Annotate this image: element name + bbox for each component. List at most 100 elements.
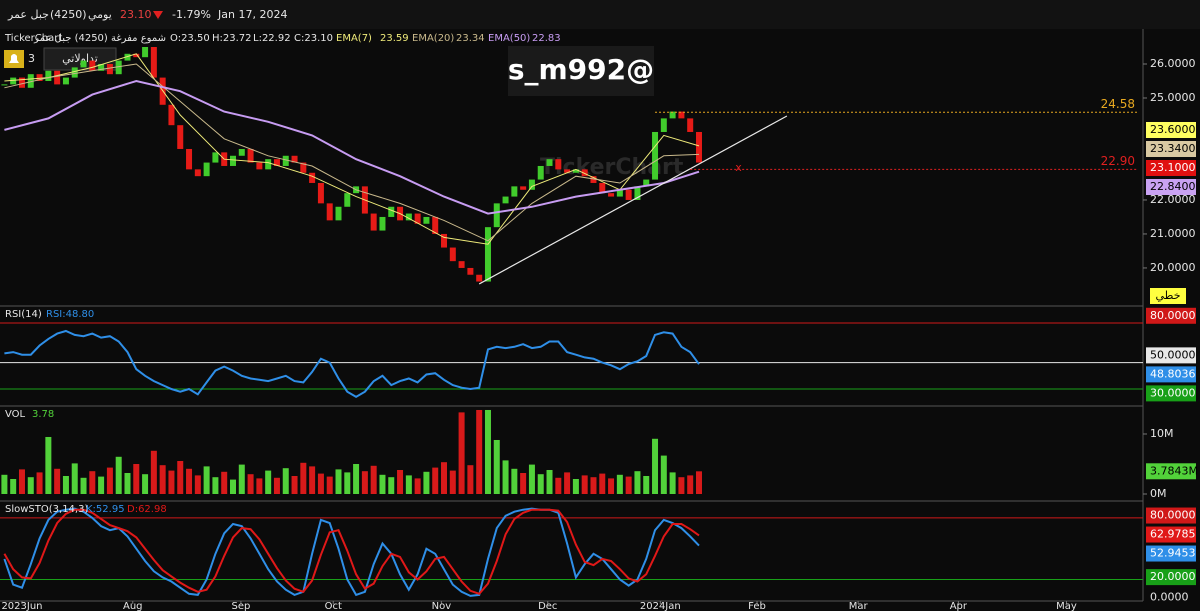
volume-bar: [370, 465, 377, 494]
candle: [379, 216, 386, 231]
candle: [54, 70, 61, 85]
volume-bar: [10, 478, 17, 494]
candle: [282, 155, 289, 166]
volume-bar: [317, 473, 324, 494]
x-tick-label: 2023Jun: [1, 601, 42, 611]
value-badge: [1146, 307, 1196, 324]
volume-bar: [194, 475, 201, 494]
volume-bar: [150, 450, 157, 494]
ohlc-open: O:23.50: [170, 33, 210, 44]
ohlc-low: L:22.92: [253, 33, 291, 44]
candle: [537, 165, 544, 180]
badge-label: 80.0000: [1150, 309, 1196, 322]
value-badge: [1146, 347, 1196, 364]
volume-bar: [502, 460, 509, 494]
ema-line: [4, 79, 700, 215]
candle: [317, 182, 324, 204]
panel-value: K:52.95: [86, 504, 125, 515]
volume-bar: [555, 477, 562, 494]
date: Jan 17, 2024: [217, 8, 287, 21]
candle: [273, 159, 280, 166]
candle: [150, 46, 157, 78]
candle: [414, 213, 421, 224]
scale-label: خطي: [1156, 289, 1181, 302]
candle: [599, 182, 606, 194]
panel-title: SlowSTO(3,14,3): [5, 504, 88, 515]
volume-bar: [520, 472, 527, 494]
x-tick-label: Mar: [849, 601, 869, 611]
candle: [309, 172, 316, 183]
candle: [186, 148, 193, 170]
panel-value: RSI:48.80: [46, 309, 94, 320]
candle: [520, 186, 527, 190]
x-tick-label: Aug: [123, 601, 143, 611]
volume-bar: [546, 469, 553, 494]
candle: [572, 169, 579, 173]
volume-bar: [300, 462, 307, 494]
candle: [634, 186, 641, 200]
candle: [89, 60, 96, 71]
badge-label: 48.8036: [1150, 367, 1196, 380]
volume-bar: [106, 467, 113, 494]
watermark-user: s_m992@: [508, 53, 654, 86]
volume-bar: [458, 412, 465, 494]
x-tick-label: Apr: [950, 601, 968, 611]
value-badge: [1146, 569, 1196, 586]
volume-bar: [98, 476, 105, 494]
volume-bar: [652, 438, 659, 494]
volume-bar: [449, 470, 456, 494]
candle: [484, 227, 491, 282]
candle: [581, 169, 588, 177]
indicator-line: [4, 329, 700, 399]
candle: [502, 196, 509, 204]
ema-line: [4, 53, 700, 245]
volume-bar: [344, 472, 351, 494]
volume-bar: [537, 474, 544, 494]
volume-bar: [282, 468, 289, 494]
candle: [212, 152, 219, 163]
volume-bar: [238, 464, 245, 494]
ema-line: [4, 63, 700, 242]
value-badge: [1146, 140, 1196, 157]
badge-label: 30.0000: [1150, 386, 1196, 399]
last-price: 23.10: [120, 8, 152, 21]
candle: [326, 203, 333, 221]
candle: [1, 84, 8, 86]
candle: [476, 274, 483, 282]
level-label: 24.58: [1101, 97, 1135, 111]
volume-bar: [265, 470, 272, 494]
volume-bar: [221, 471, 228, 494]
volume-bar: [212, 477, 219, 494]
x-tick-label: 2024Jan: [640, 601, 681, 611]
volume-bar: [36, 472, 43, 494]
x-tick-label: Dec: [538, 601, 557, 611]
volume-bar: [18, 469, 25, 494]
candle: [660, 118, 667, 132]
candle: [669, 111, 676, 119]
panel-value: D:62.98: [127, 504, 167, 515]
candle: [27, 74, 34, 88]
alert-count: 3: [28, 52, 35, 65]
badge-label: 23.6000: [1150, 123, 1196, 136]
candle: [256, 162, 263, 170]
y-tick-label: 20.0000: [1150, 261, 1196, 274]
candle: [229, 155, 236, 166]
x-tick-label: Oct: [325, 601, 342, 611]
brand: TickerChart: [4, 33, 62, 44]
badge-label: 23.1000: [1150, 161, 1196, 174]
candle: [441, 233, 448, 248]
candle: [625, 189, 632, 200]
volume-bar: [27, 477, 34, 494]
candle: [71, 67, 78, 78]
volume-bar: [168, 470, 175, 494]
volume-bar: [186, 468, 193, 494]
volume-bar: [335, 469, 342, 494]
candle: [687, 118, 694, 132]
badge-label: 80.0000: [1150, 509, 1196, 522]
candle: [203, 162, 210, 177]
candle: [528, 179, 535, 190]
watermark-box: [508, 46, 654, 96]
candle: [62, 77, 69, 85]
volume-bar: [599, 473, 606, 494]
